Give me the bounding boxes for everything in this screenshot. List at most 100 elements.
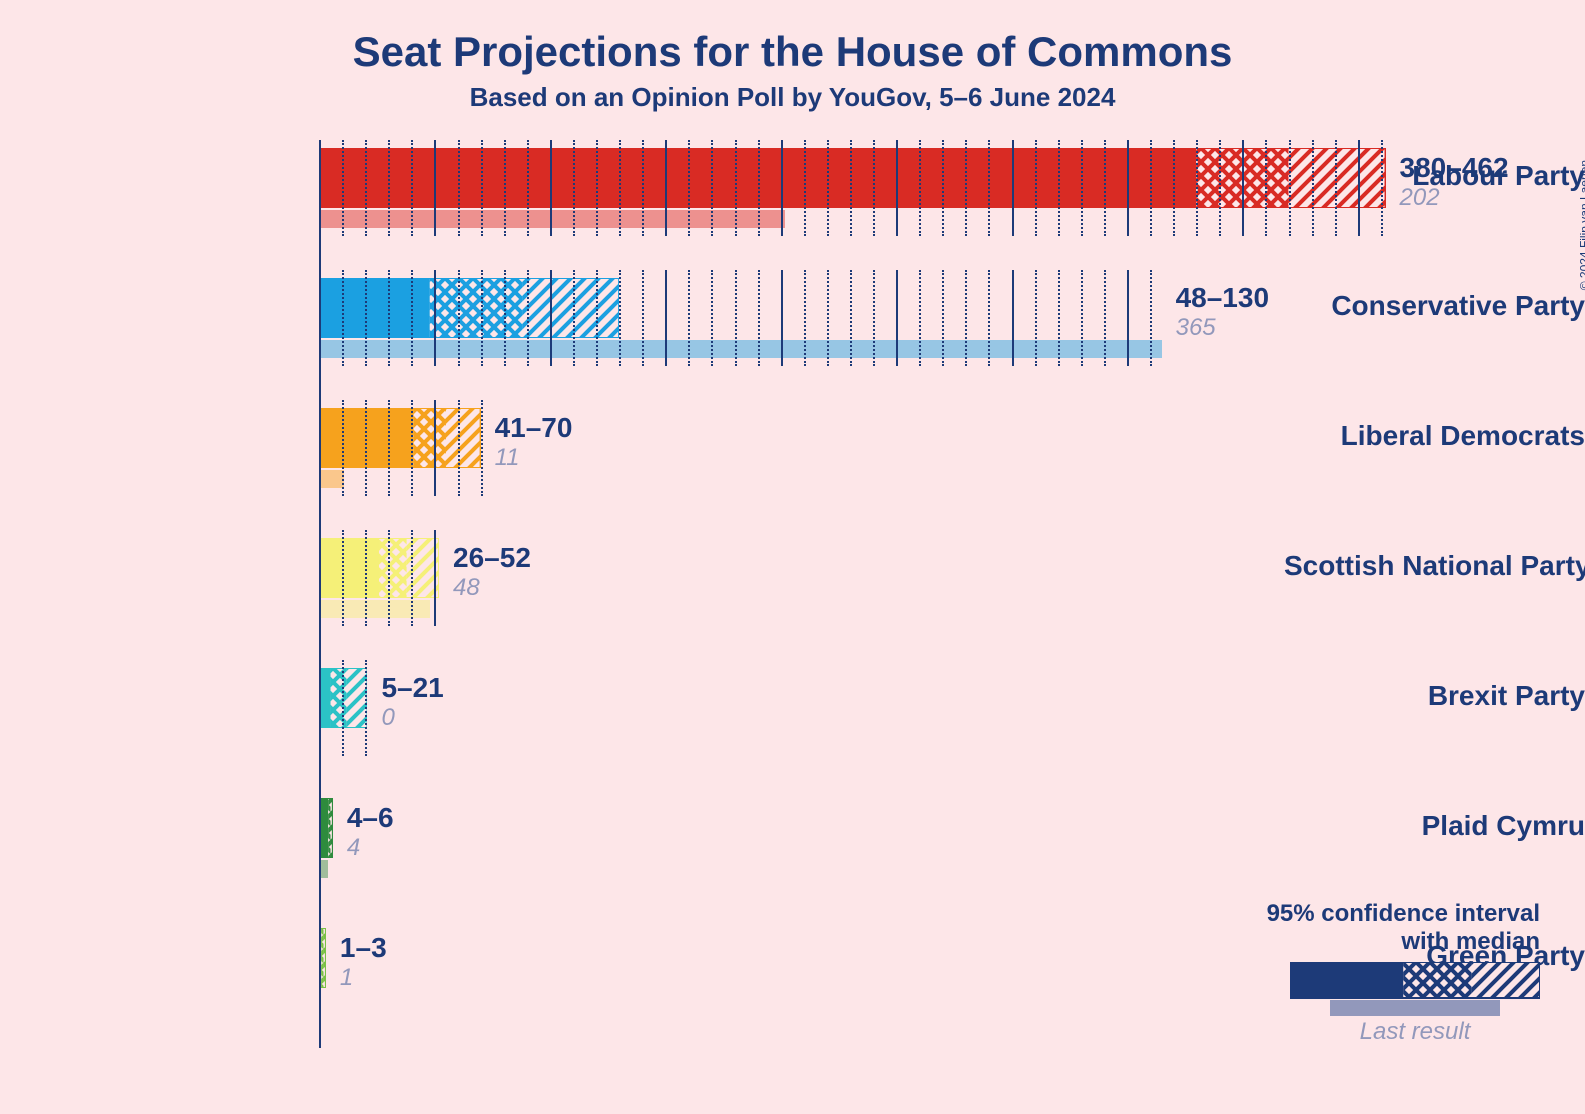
minor-tick bbox=[342, 660, 344, 756]
minor-tick bbox=[342, 270, 344, 366]
minor-tick bbox=[342, 140, 344, 236]
minor-tick bbox=[873, 140, 875, 236]
minor-tick bbox=[873, 270, 875, 366]
previous-label: 0 bbox=[381, 704, 394, 732]
major-tick bbox=[550, 270, 552, 366]
minor-tick bbox=[411, 140, 413, 236]
minor-tick bbox=[711, 270, 713, 366]
range-label: 4–6 bbox=[347, 802, 394, 834]
minor-tick bbox=[1289, 140, 1291, 236]
party-label: Scottish National Party bbox=[1284, 550, 1585, 582]
minor-tick bbox=[411, 400, 413, 496]
minor-tick bbox=[596, 140, 598, 236]
minor-tick bbox=[481, 400, 483, 496]
minor-tick bbox=[711, 140, 713, 236]
minor-tick bbox=[596, 270, 598, 366]
projection-bar bbox=[319, 538, 439, 598]
minor-tick bbox=[642, 270, 644, 366]
minor-tick bbox=[1381, 140, 1383, 236]
chart-root: Seat Projections for the House of Common… bbox=[0, 0, 1585, 1114]
minor-tick bbox=[527, 270, 529, 366]
minor-tick bbox=[342, 400, 344, 496]
minor-tick bbox=[988, 140, 990, 236]
major-tick bbox=[781, 270, 783, 366]
range-label: 1–3 bbox=[340, 932, 387, 964]
minor-tick bbox=[988, 270, 990, 366]
major-tick bbox=[550, 140, 552, 236]
major-tick bbox=[665, 140, 667, 236]
major-tick bbox=[1127, 270, 1129, 366]
minor-tick bbox=[573, 140, 575, 236]
major-tick bbox=[434, 530, 436, 626]
previous-label: 1 bbox=[340, 964, 353, 992]
minor-tick bbox=[827, 140, 829, 236]
minor-tick bbox=[411, 530, 413, 626]
previous-result-bar bbox=[319, 470, 344, 488]
legend-bar bbox=[1290, 962, 1540, 1018]
minor-tick bbox=[642, 140, 644, 236]
party-label: Liberal Democrats bbox=[1284, 420, 1585, 452]
party-label: Plaid Cymru bbox=[1284, 810, 1585, 842]
minor-tick bbox=[942, 140, 944, 236]
minor-tick bbox=[804, 140, 806, 236]
minor-tick bbox=[458, 140, 460, 236]
major-tick bbox=[896, 140, 898, 236]
minor-tick bbox=[1196, 140, 1198, 236]
minor-tick bbox=[1312, 140, 1314, 236]
minor-tick bbox=[365, 140, 367, 236]
party-label: Brexit Party bbox=[1284, 680, 1585, 712]
minor-tick bbox=[1150, 140, 1152, 236]
legend: 95% confidence intervalwith medianLast r… bbox=[1240, 900, 1540, 1046]
minor-tick bbox=[1081, 270, 1083, 366]
minor-tick bbox=[1173, 140, 1175, 236]
minor-tick bbox=[365, 270, 367, 366]
legend-title-line2: with median bbox=[1240, 928, 1540, 956]
minor-tick bbox=[619, 140, 621, 236]
major-tick bbox=[1358, 140, 1360, 236]
minor-tick bbox=[365, 660, 367, 756]
previous-label: 365 bbox=[1176, 314, 1216, 342]
minor-tick bbox=[688, 270, 690, 366]
y-axis bbox=[319, 140, 321, 1048]
minor-tick bbox=[342, 530, 344, 626]
previous-label: 48 bbox=[453, 574, 480, 602]
range-label: 41–70 bbox=[495, 412, 573, 444]
minor-tick bbox=[1058, 270, 1060, 366]
major-tick bbox=[1012, 270, 1014, 366]
projection-bar bbox=[319, 148, 1386, 208]
projection-bar bbox=[319, 798, 333, 858]
minor-tick bbox=[758, 270, 760, 366]
minor-tick bbox=[688, 140, 690, 236]
minor-tick bbox=[919, 270, 921, 366]
chart-title: Seat Projections for the House of Common… bbox=[0, 28, 1585, 76]
minor-tick bbox=[827, 270, 829, 366]
minor-tick bbox=[965, 270, 967, 366]
major-tick bbox=[434, 270, 436, 366]
legend-last-result: Last result bbox=[1290, 1018, 1540, 1046]
minor-tick bbox=[919, 140, 921, 236]
minor-tick bbox=[481, 270, 483, 366]
minor-tick bbox=[1081, 140, 1083, 236]
minor-tick bbox=[1035, 140, 1037, 236]
previous-label: 4 bbox=[347, 834, 360, 862]
minor-tick bbox=[481, 140, 483, 236]
minor-tick bbox=[758, 140, 760, 236]
major-tick bbox=[781, 140, 783, 236]
range-label: 5–21 bbox=[381, 672, 443, 704]
major-tick bbox=[434, 400, 436, 496]
minor-tick bbox=[1104, 140, 1106, 236]
minor-tick bbox=[619, 270, 621, 366]
previous-label: 202 bbox=[1400, 184, 1440, 212]
minor-tick bbox=[388, 140, 390, 236]
minor-tick bbox=[1219, 140, 1221, 236]
minor-tick bbox=[527, 140, 529, 236]
minor-tick bbox=[1335, 140, 1337, 236]
minor-tick bbox=[965, 140, 967, 236]
previous-label: 11 bbox=[495, 444, 520, 472]
minor-tick bbox=[850, 140, 852, 236]
chart-subtitle: Based on an Opinion Poll by YouGov, 5–6 … bbox=[0, 82, 1585, 113]
major-tick bbox=[1242, 140, 1244, 236]
major-tick bbox=[1012, 140, 1014, 236]
minor-tick bbox=[388, 270, 390, 366]
minor-tick bbox=[804, 270, 806, 366]
